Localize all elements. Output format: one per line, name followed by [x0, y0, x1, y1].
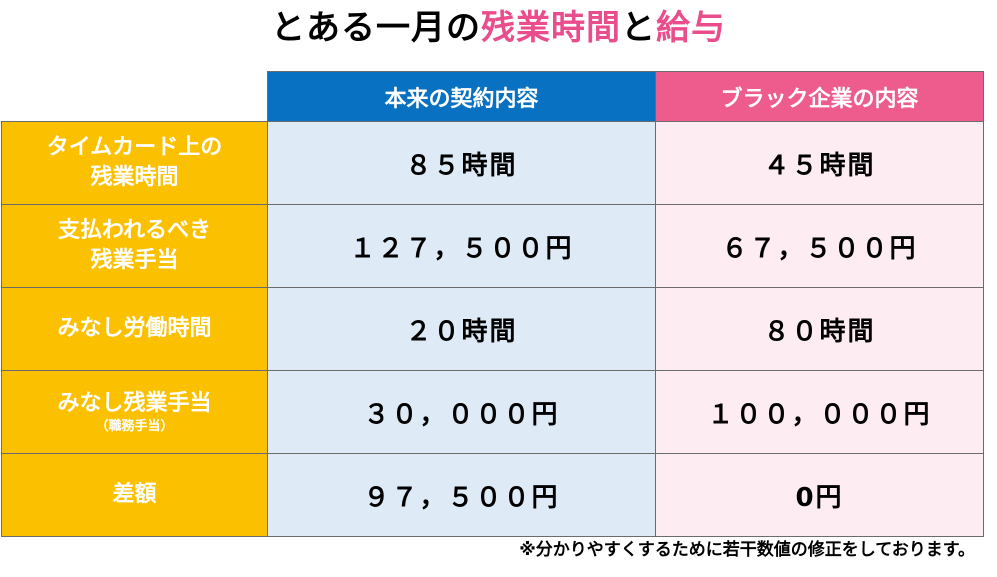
- corner-cell: [1, 71, 268, 122]
- row-label-line1: 差額: [112, 482, 157, 507]
- value-cell-black-company: ４５時間: [655, 121, 984, 205]
- title-text-1: とある一月の: [271, 8, 481, 48]
- table-row: タイムカード上の 残業時間 ８５時間 ４５時間: [1, 121, 984, 205]
- value-cell-black-company: １００，０００円: [655, 370, 984, 454]
- value-cell-black-company: ８０時間: [655, 287, 984, 371]
- table-row: みなし労働時間 ２０時間 ８０時間: [1, 287, 984, 371]
- table-row: 支払われるべき 残業手当 １２７，５００円 ６７，５００円: [1, 204, 984, 288]
- value-cell-black-company: 0円: [655, 453, 984, 537]
- page-title: とある一月の残業時間と給与: [0, 6, 997, 50]
- table-row: 差額 ９７，５００円 0円: [1, 453, 984, 537]
- value-cell-contract: ８５時間: [267, 121, 656, 205]
- row-label-line2: 残業手当: [90, 248, 179, 273]
- row-label-line1: みなし労働時間: [57, 316, 212, 341]
- row-label: 支払われるべき 残業手当: [1, 204, 268, 288]
- title-highlight-overtime: 残業時間: [481, 8, 621, 48]
- row-label: タイムカード上の 残業時間: [1, 121, 268, 205]
- value-cell-black-company: ６７，５００円: [655, 204, 984, 288]
- row-label-sub: （職務手当）: [95, 419, 174, 434]
- row-label-line2: 残業時間: [90, 165, 179, 190]
- footnote: ※分かりやすくするために若干数値の修正をしております。: [519, 540, 975, 560]
- row-label-line1: みなし残業手当: [57, 391, 212, 416]
- row-label: 差額: [1, 453, 268, 537]
- column-header-black-company: ブラック企業の内容: [655, 71, 984, 122]
- value-cell-contract: ２０時間: [267, 287, 656, 371]
- title-highlight-salary: 給与: [656, 8, 726, 48]
- row-label-line1: タイムカード上の: [46, 135, 223, 160]
- row-label: みなし労働時間: [1, 287, 268, 371]
- value-cell-contract: ９７，５００円: [267, 453, 656, 537]
- comparison-table: 本来の契約内容 ブラック企業の内容 タイムカード上の 残業時間 ８５時間 ４５時…: [1, 71, 984, 537]
- row-label: みなし残業手当 （職務手当）: [1, 370, 268, 454]
- value-cell-contract: １２７，５００円: [267, 204, 656, 288]
- column-header-contract: 本来の契約内容: [267, 71, 656, 122]
- table-row: みなし残業手当 （職務手当） ３０，０００円 １００，０００円: [1, 370, 984, 454]
- row-label-line1: 支払われるべき: [58, 218, 211, 243]
- value-cell-contract: ３０，０００円: [267, 370, 656, 454]
- title-text-2: と: [621, 8, 656, 48]
- header-row: 本来の契約内容 ブラック企業の内容: [1, 71, 984, 122]
